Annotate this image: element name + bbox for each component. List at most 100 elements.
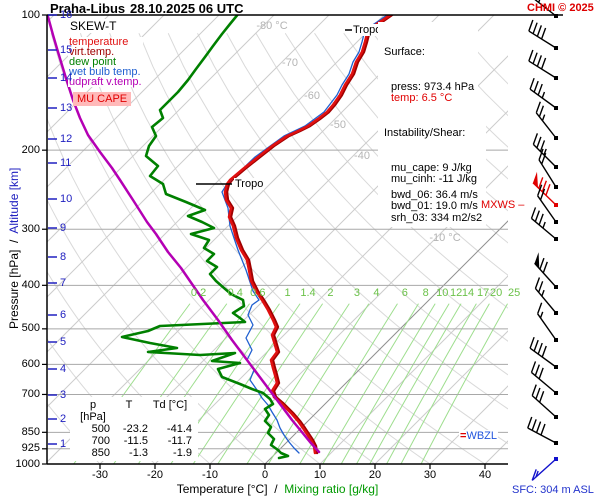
isotherm-line: [154, 110, 508, 464]
dew-point-curve: [120, 15, 290, 460]
isotherm-label: -10 °C: [429, 232, 460, 244]
pressure-tick-label: 600: [21, 357, 40, 370]
altitude-tick-label: 7: [60, 276, 67, 289]
pressure-tick-label: 400: [21, 278, 40, 291]
altitude-tick-label: 13: [60, 101, 73, 114]
altitude-tick-label: 8: [60, 250, 67, 263]
mixing-ratio-line: [217, 303, 323, 464]
altitude-tick-label: 1: [60, 437, 67, 450]
legend-item: virt.temp.: [68, 47, 143, 58]
isotherm-line: [484, 440, 508, 464]
dry-adiabat-line: [460, 33, 508, 85]
temperature-tick-label: 20: [368, 469, 382, 481]
mixing-ratio-line: [400, 303, 490, 464]
x-axis-title-temperature: Temperature [°C]: [176, 482, 268, 496]
isotherm-label: -50: [330, 119, 346, 131]
legend: temperature virt.temp. dew point wet bulb t…: [68, 37, 143, 88]
isotherm-line: [47, 15, 330, 298]
table-cell: -1.9: [173, 447, 192, 459]
legend-item: dew point: [68, 57, 143, 68]
altitude-tick-label: 10: [60, 192, 73, 205]
altitude-tick-label: 5: [60, 335, 67, 348]
mixing-ratio-line: [299, 303, 398, 464]
wind-barb: [531, 384, 558, 419]
wind-barb: [538, 148, 558, 189]
wind-barb: [532, 171, 558, 207]
altitude-tick-label: 12: [60, 132, 73, 145]
pressure-tick-label: 200: [21, 143, 40, 156]
altitude-tick-label: 2: [60, 412, 67, 425]
legend-item: temperature: [68, 37, 143, 48]
y-axis-title-altitude: Altitude [km]: [7, 167, 21, 234]
mixing-ratio-line: [340, 303, 436, 464]
isotherm-line: [47, 15, 220, 188]
isotherm-label: -60: [304, 90, 320, 102]
wind-barb: [530, 361, 558, 395]
wind-barb: [530, 207, 558, 241]
table-header-row: p [hPa] T Td [°C]: [76, 399, 192, 423]
wind-barb: [531, 457, 558, 481]
mu-cape-badge: MU CAPE: [73, 92, 132, 106]
y-axis-title-pressure: Pressure [hPa] /: [7, 233, 21, 330]
y-axis-title: Pressure [hPa] / Altitude [km]: [0, 105, 35, 405]
pressure-tick-label: 700: [21, 387, 40, 400]
dry-adiabat-line: [47, 198, 266, 464]
table-row: 700 -11.5 -11.7: [76, 435, 192, 447]
x-axis-title: Temperature [°C] / Mixing ratio [g/kg]: [47, 482, 508, 496]
table-header-cell: Td [°C]: [152, 399, 188, 411]
isotherm-label: -40: [354, 150, 370, 162]
table-cell: -41.4: [166, 423, 192, 435]
pressure-tick-label: 850: [21, 425, 40, 438]
wbzl-marker-glyph: =: [460, 430, 467, 442]
panel-line: srh_03: 334 m2/s2: [391, 211, 483, 224]
wind-barb: [528, 19, 558, 50]
mixing-ratio-line: [386, 303, 477, 464]
isotherm-line: [47, 15, 275, 243]
table-cell: 500: [91, 423, 110, 435]
instability-shear-panel: Instability/Shear: mu_cape: 9 J/kg mu_cin…: [378, 103, 487, 227]
panel-line: mu_cape: 9 J/kg: [391, 161, 472, 174]
temperature-tick-label: 10: [313, 469, 327, 481]
pressure-tick-label: 1000: [15, 457, 40, 470]
max-wind-speed-label: MXWS –: [481, 199, 525, 211]
plot-clip-group: [47, 15, 508, 464]
tropopause2-label: Tropo: [352, 24, 383, 36]
station-elevation-label: SFC: 304 m ASL: [512, 484, 594, 496]
dry-adiabat-line: [226, 33, 508, 342]
temperature-tick-label: 0: [261, 469, 269, 481]
table-header-cell: T: [125, 399, 133, 411]
wind-barb: [529, 77, 558, 110]
table-row: 850 -1.3 -1.9: [76, 447, 192, 459]
pressure-tick-label: 500: [21, 322, 40, 335]
dry-adiabat-line: [47, 117, 321, 464]
diagram-type-label: SKEW-T: [68, 19, 119, 33]
dry-adiabat-line: [138, 33, 508, 445]
altitude-tick-label: 11: [60, 156, 72, 169]
surface-panel-title: Surface:: [384, 46, 425, 58]
altitude-tick-label: 16: [60, 8, 73, 21]
mixing-ratio-label: 6: [402, 287, 408, 299]
temperature-tick-label: -10: [202, 469, 218, 481]
dry-adiabat-line: [197, 33, 508, 376]
wind-barb: [529, 336, 558, 369]
sounding-datetime: 28.10.2025 06 UTC: [130, 1, 244, 16]
wet-bulb-curve: [221, 15, 388, 454]
panel-line: press: 973.4 hPa: [391, 80, 475, 93]
temperature-tick-label: -30: [92, 469, 108, 481]
altitude-tick-label: 4: [60, 362, 67, 375]
mixing-ratio-line: [369, 303, 462, 464]
wind-barb: [534, 252, 558, 289]
altitude-tick-label: 3: [60, 388, 67, 401]
panel-line: temp: 6.5 °C: [391, 92, 453, 104]
wind-barb: [536, 184, 558, 224]
isotherm-line: [47, 15, 440, 408]
table-cell: 700: [91, 435, 110, 447]
x-axis-title-separator: /: [267, 482, 285, 496]
altitude-tick-label: 9: [60, 221, 67, 234]
table-header-cell: p [hPa]: [80, 399, 106, 423]
altitude-tick-label: 15: [60, 43, 73, 56]
temperature-tick-label: -20: [147, 469, 163, 481]
isotherm-line: [319, 275, 508, 464]
dry-adiabat-line: [80, 33, 431, 464]
table-cell: -1.3: [129, 447, 148, 459]
